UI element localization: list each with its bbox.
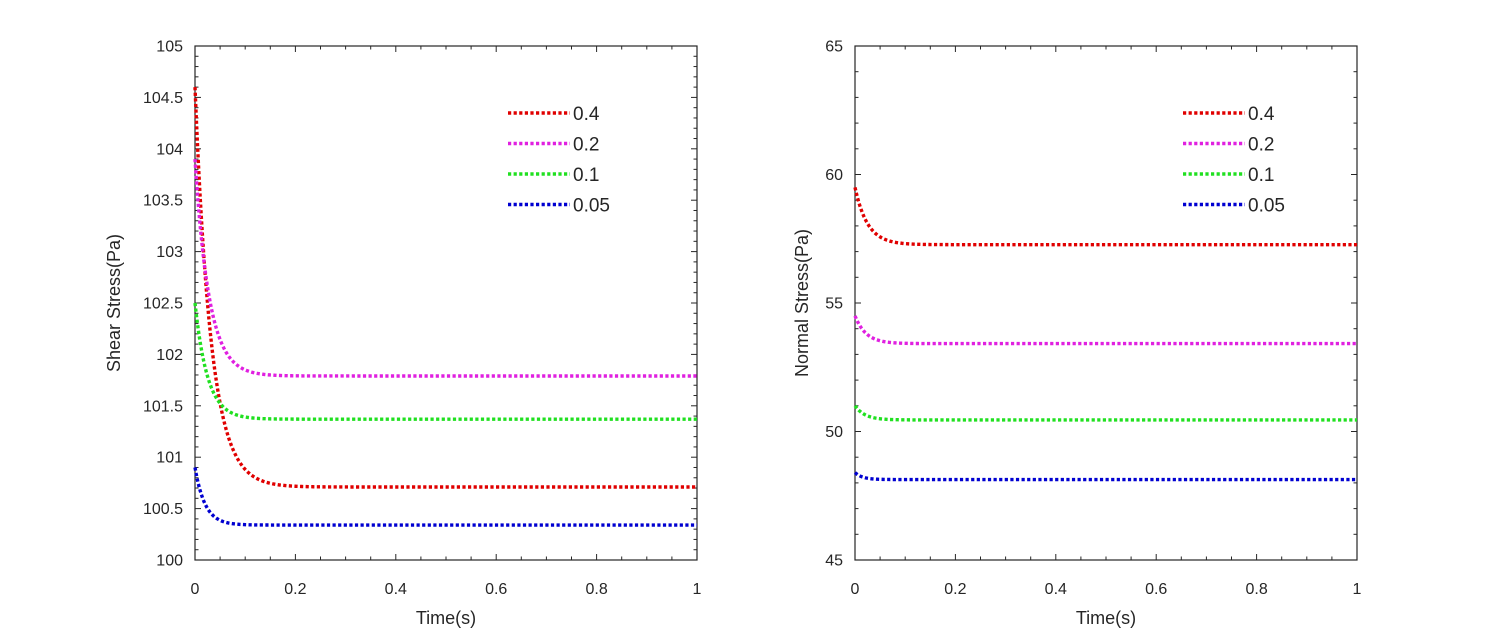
x-tick-label: 0.6 xyxy=(1145,581,1167,598)
x-tick-label: 0.2 xyxy=(944,581,966,598)
x-tick-label: 0.8 xyxy=(585,581,607,598)
x-tick-label: 0.8 xyxy=(1245,581,1267,598)
y-tick-label: 100.5 xyxy=(143,501,183,518)
y-tick-label: 101 xyxy=(156,450,183,467)
legend: 0.4 0.2 0.1 0.05 xyxy=(1183,104,1285,217)
chart-panel-1: 100 100.5 101 101.5 102 102.5 103 103.5 104 104.5… xyxy=(104,39,702,629)
y-tick-label: 103.5 xyxy=(143,193,183,210)
legend-label: 0.2 xyxy=(573,135,599,156)
y-tick-label: 60 xyxy=(825,167,843,184)
legend-label: 0.1 xyxy=(573,165,599,186)
legend-label: 0.05 xyxy=(573,196,610,217)
x-tick-label: 0 xyxy=(851,581,860,598)
legend-label: 0.1 xyxy=(1248,165,1274,186)
y-tick-label: 55 xyxy=(825,296,843,313)
x-axis-label: Time(s) xyxy=(416,608,476,628)
x-axis-label: Time(s) xyxy=(1076,608,1136,628)
plot-frame xyxy=(194,45,698,561)
series-line-0.05 xyxy=(193,467,697,527)
y-axis-label: Shear Stress(Pa) xyxy=(104,234,124,372)
x-tick-label: 0 xyxy=(191,581,200,598)
series-line-0.4 xyxy=(193,87,697,489)
legend-label: 0.4 xyxy=(1248,104,1275,125)
series-line-0.05 xyxy=(853,471,1357,482)
y-tick-label: 102 xyxy=(156,347,183,364)
x-tick-label: 1 xyxy=(1353,581,1362,598)
y-tick-label: 50 xyxy=(825,424,843,441)
y-tick-label: 65 xyxy=(825,39,843,56)
y-tick-label: 102.5 xyxy=(143,296,183,313)
legend-label: 0.2 xyxy=(1248,135,1274,156)
y-tick-label: 101.5 xyxy=(143,398,183,415)
series-line-0.2 xyxy=(193,158,697,378)
series-line-0.1 xyxy=(853,404,1357,422)
plot-frame xyxy=(854,45,1358,561)
y-tick-label: 45 xyxy=(825,553,843,570)
y-axis-label: Normal Stress(Pa) xyxy=(792,229,812,377)
y-tick-label: 100 xyxy=(156,553,183,570)
series-line-0.2 xyxy=(853,315,1357,346)
x-tick-label: 0.4 xyxy=(1045,581,1067,598)
y-tick-label: 104.5 xyxy=(143,90,183,107)
y-tick-label: 103 xyxy=(156,244,183,261)
legend-label: 0.05 xyxy=(1248,196,1285,217)
x-tick-label: 0.2 xyxy=(284,581,306,598)
x-tick-label: 0.4 xyxy=(385,581,407,598)
y-tick-label: 104 xyxy=(156,141,183,158)
series-line-0.1 xyxy=(193,302,697,421)
legend-label: 0.4 xyxy=(573,104,600,125)
chart-panel-2: 45 50 55 60 65 0 0.2 0.4 0.6 0.8 1 Time(s) Normal St… xyxy=(792,39,1362,629)
x-tick-label: 1 xyxy=(693,581,702,598)
x-tick-label: 0.6 xyxy=(485,581,507,598)
y-tick-label: 105 xyxy=(156,39,183,56)
legend: 0.4 0.2 0.1 0.05 xyxy=(508,104,610,217)
